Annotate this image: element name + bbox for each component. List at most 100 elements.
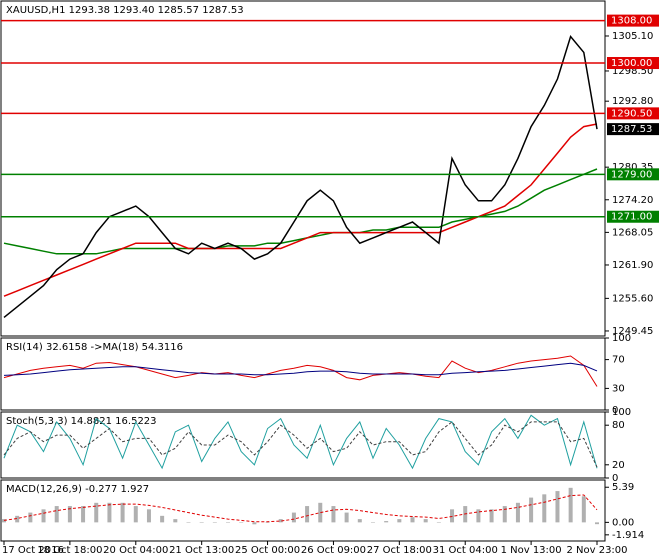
series-line [3,168,598,255]
y-tick-label: 0.00 [612,517,634,528]
series-line [3,362,598,376]
y-tick-label: 1268.05 [612,227,653,238]
macd-bar [423,519,428,523]
macd-bar [173,519,178,523]
level-label: 1271.00 [611,212,652,223]
level-label: 1308.00 [611,16,652,27]
macd-bar [555,491,560,523]
y-tick-label: 1261.90 [612,260,653,271]
y-tick-label: 80 [612,420,625,431]
y-tick-label: 0 [612,473,618,484]
macd-bar [120,502,125,523]
macd-bar [160,515,165,523]
macd-bar [410,517,415,523]
macd-bar [81,506,86,523]
x-tick-label: 2 Nov 23:00 [566,545,627,556]
y-tick-label: 1249.45 [612,326,653,337]
y-tick-label: 30 [612,383,625,394]
series-line [3,414,598,470]
y-tick-label: -1.914 [612,530,644,541]
y-tick-label: 5.39 [612,482,634,493]
level-label: 1290.50 [611,108,652,119]
macd-bar [291,512,296,523]
macd-bar [357,519,362,523]
level-box [607,14,659,27]
macd-bar [265,522,270,523]
macd-bar [186,522,191,523]
y-tick-label: 1255.60 [612,293,653,304]
panel-frame [0,337,606,411]
macd-bar [94,502,99,523]
series-line [3,34,598,318]
macd-bar [133,506,138,523]
macd-bar [397,519,402,523]
x-tick-label: 17 Oct 2016 [2,545,64,556]
last-price-box [607,123,659,136]
series-line [3,123,598,297]
y-tick-label: 1280.35 [612,162,653,173]
macd-bar [199,522,204,523]
x-tick-label: 31 Oct 04:00 [433,545,498,556]
macd-bar [15,515,20,523]
macd-bar [384,521,389,523]
series-line [3,355,598,387]
macd-bar [239,522,244,523]
x-tick-label: 21 Oct 13:00 [169,545,234,556]
y-tick-label: 100 [612,407,631,418]
macd-bar [450,509,455,523]
macd-bar [581,496,586,523]
y-tick-label: 1298.50 [612,66,653,77]
series-line [3,494,598,523]
last-price-label: 1287.53 [611,124,652,135]
macd-bar [252,522,257,525]
macd-bar [489,509,494,523]
level-label: 1300.00 [611,58,652,69]
macd-bar [278,519,283,523]
x-tick-label: 27 Oct 18:00 [367,545,432,556]
macd-bar [515,502,520,523]
macd-bar [568,487,573,523]
macd-bar [370,522,375,523]
macd-bar [476,509,481,523]
panel-title: Stoch(5,3,3) 14.8821 16.5223 [6,416,157,427]
y-tick-label: 1274.20 [612,195,653,206]
macd-bar [436,522,441,523]
macd-bar [331,506,336,523]
x-tick-label: 18 Oct 18:00 [37,545,102,556]
y-tick-label: 70 [612,355,625,366]
macd-bar [212,522,217,523]
x-tick-label: 20 Oct 04:00 [103,545,168,556]
y-tick-label: 20 [612,460,625,471]
panel-title: XAUUSD,H1 1293.38 1293.40 1285.57 1287.5… [6,5,244,16]
macd-bar [502,506,507,523]
level-box [607,107,659,120]
macd-bar [305,506,310,523]
macd-bar [595,522,599,525]
y-tick-label: 0 [612,405,618,416]
x-tick-label: 25 Oct 00:00 [235,545,300,556]
macd-bar [41,509,46,523]
panel-title: RSI(14) 32.6158 ->MA(18) 54.3116 [6,342,183,353]
macd-bar [344,512,349,523]
macd-bar [146,509,151,523]
macd-bar [67,506,72,523]
macd-bar [542,494,547,523]
x-tick-label: 1 Nov 13:00 [501,545,562,556]
x-tick-label: 26 Oct 09:00 [301,545,366,556]
macd-bar [529,497,534,523]
level-box [607,168,659,181]
level-label: 1279.00 [611,169,652,180]
y-tick-label: 1305.10 [612,31,653,42]
macd-bar [226,522,231,523]
macd-bar [28,512,33,523]
macd-bar [2,519,6,523]
macd-bar [318,502,323,523]
macd-bar [107,502,112,523]
level-box [607,57,659,70]
level-box [607,210,659,223]
panel-frame [0,0,606,337]
panel-title: MACD(12,26,9) -0.277 1.927 [6,484,149,495]
macd-bar [54,506,59,523]
y-tick-label: 1292.80 [612,96,653,107]
